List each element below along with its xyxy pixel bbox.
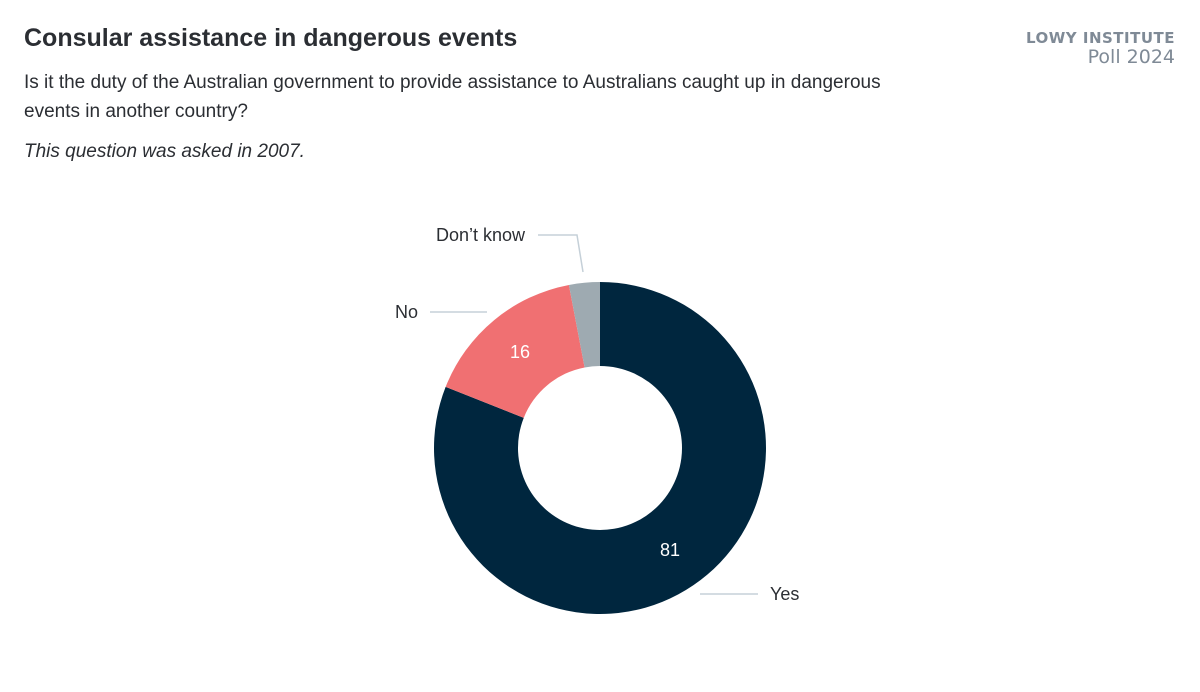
category-label-yes: Yes [770, 584, 799, 604]
chart-subtitle: Is it the duty of the Australian governm… [24, 72, 881, 122]
brand-line1: LOWY INSTITUTE [1025, 29, 1175, 47]
brand-line2: Poll 2024 [1087, 46, 1175, 68]
chart-note: This question was asked in 2007. [24, 141, 305, 162]
slice-don-t-know [568, 282, 600, 368]
data-label-no: 16 [510, 342, 530, 362]
category-label-dont-know: Don’t know [436, 225, 526, 245]
slice-yes [434, 282, 766, 614]
data-label-yes: 81 [660, 540, 680, 560]
brand-logo: LOWY INSTITUTE Poll 2024 [1026, 30, 1175, 68]
slice-no [445, 284, 585, 418]
leader-line-dont-know [538, 234, 584, 273]
category-label-no: No [395, 302, 418, 322]
chart-title: Consular assistance in dangerous events [24, 24, 518, 52]
